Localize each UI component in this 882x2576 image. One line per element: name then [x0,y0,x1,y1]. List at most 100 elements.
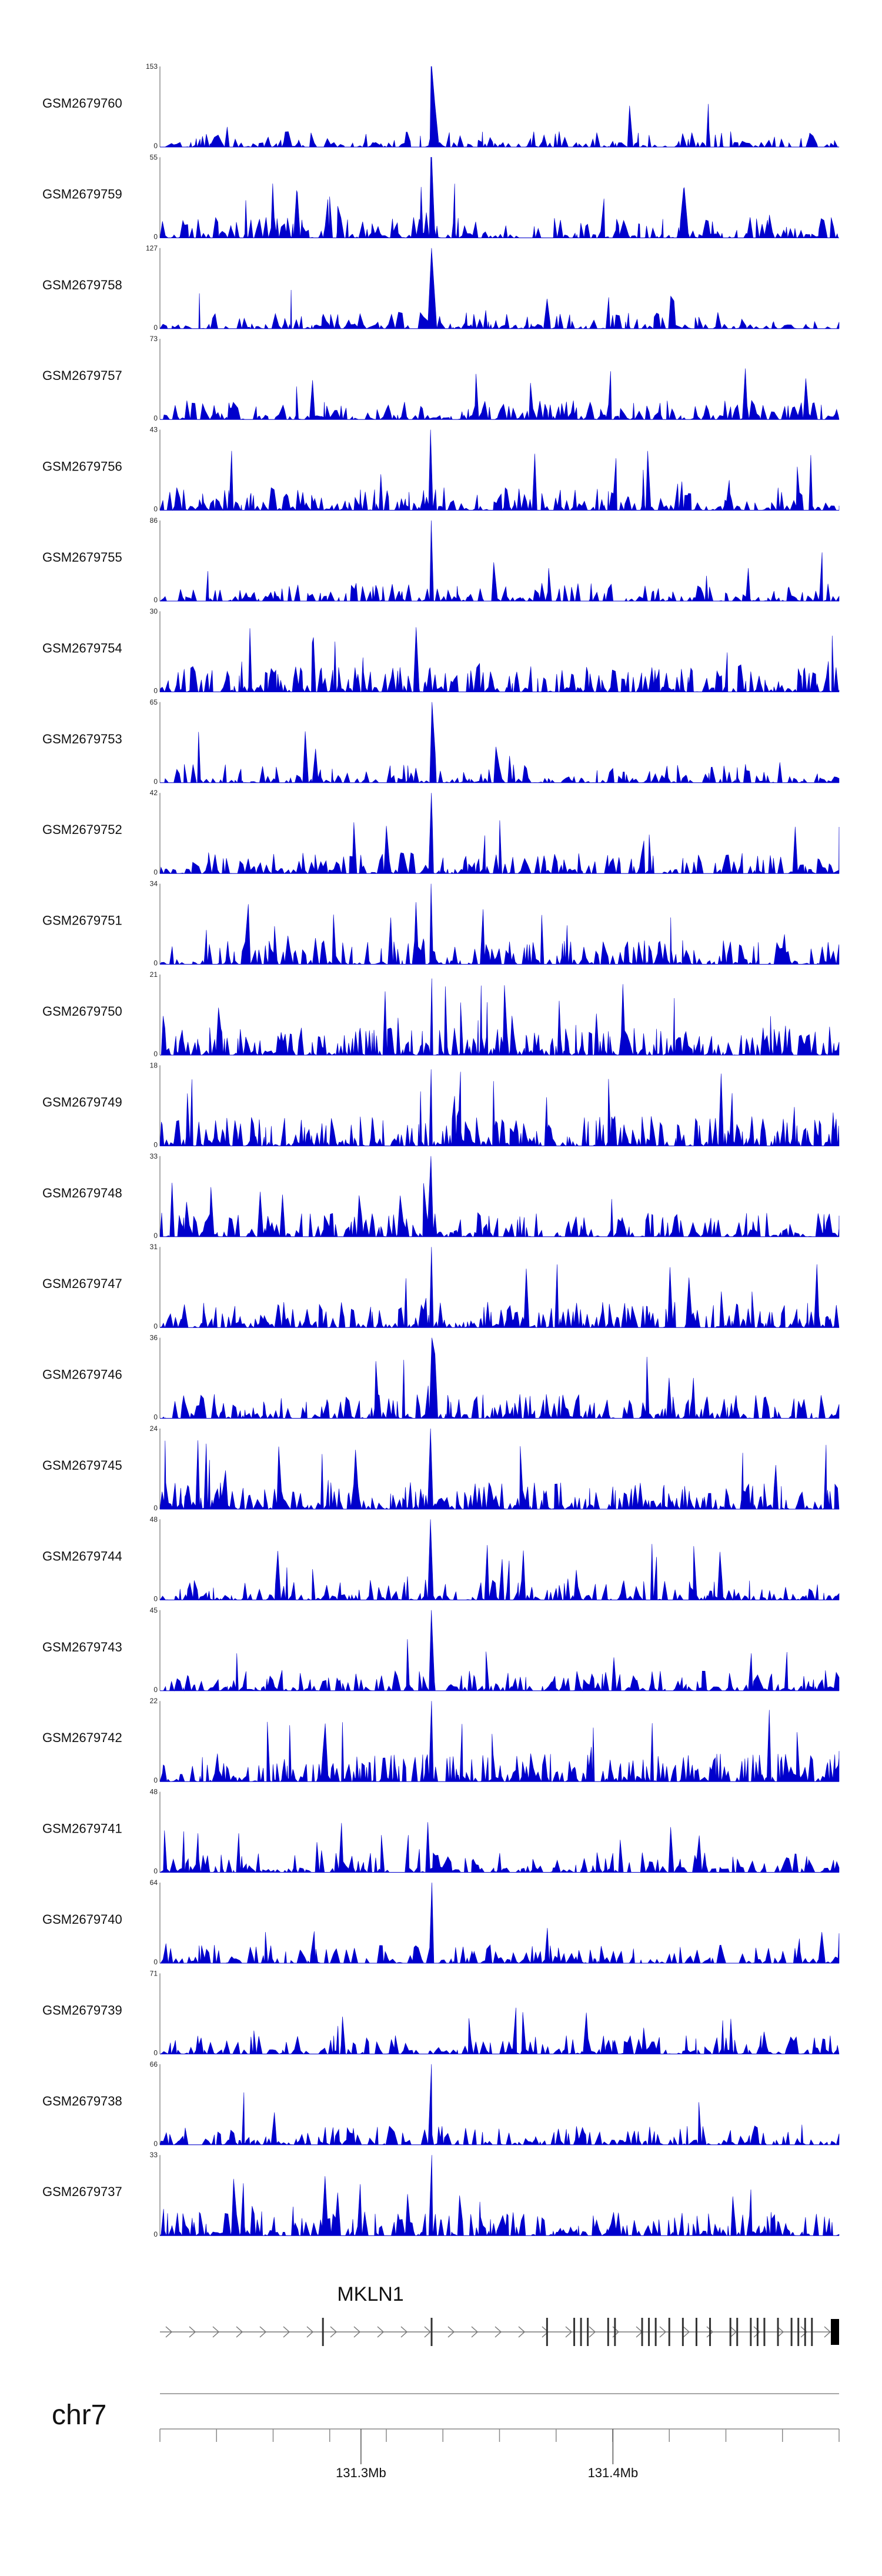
exon-mark [756,2318,759,2346]
exon-mark [736,2318,739,2346]
track-GSM2679747: GSM2679747 31 0 [42,1243,840,1330]
track-GSM2679759: GSM2679759 55 0 [42,153,839,241]
strand-arrow-icon [542,2326,549,2338]
coverage-area [159,1701,840,1783]
track-GSM2679756: GSM2679756 43 0 [42,426,840,513]
gene-name-label: MKLN1 [337,2283,403,2305]
y-max-label: 42 [150,789,158,797]
exon-mark [546,2318,548,2346]
track-label: GSM2679742 [42,1730,122,1745]
coverage-area [159,1822,840,1873]
exon-mark [777,2318,779,2346]
exon-mark [811,2318,813,2346]
y-min-label: 0 [153,1867,158,1876]
y-min-label: 0 [153,778,158,786]
y-min-label: 0 [153,142,158,150]
coverage-tracks: GSM2679760 153 0 GSM2679759 55 0 GSM2679758 127… [42,62,840,2238]
exon-mark [580,2318,582,2346]
exon-mark [573,2318,576,2346]
strand-arrow-icon [306,2326,314,2338]
exon-mark [654,2318,657,2346]
y-min-label: 0 [153,232,158,241]
exon-mark [729,2318,731,2346]
track-GSM2679753: GSM2679753 65 0 [42,698,840,786]
track-label: GSM2679752 [42,822,122,837]
y-min-label: 0 [153,1413,158,1422]
coverage-area [160,978,840,1056]
strand-arrow-icon [447,2326,455,2338]
strand-arrow-icon [212,2326,220,2338]
y-min-label: 0 [153,323,158,332]
y-min-label: 0 [153,1050,158,1058]
y-max-label: 153 [146,62,158,71]
y-min-label: 0 [153,959,158,967]
y-max-label: 48 [150,1515,158,1523]
track-GSM2679737: GSM2679737 33 0 [42,2151,840,2238]
y-max-label: 48 [150,1788,158,1796]
strand-arrow-icon [165,2326,173,2338]
y-max-label: 33 [150,2151,158,2159]
coverage-area [160,66,840,148]
y-max-label: 21 [150,970,158,979]
track-label: GSM2679741 [42,1821,122,1836]
chromosome-label: chr7 [52,2400,106,2431]
track-label: GSM2679738 [42,2094,122,2108]
y-max-label: 64 [150,1878,158,1887]
ruler-tick-label: 131.4Mb [588,2465,639,2480]
track-label: GSM2679753 [42,732,122,746]
track-GSM2679748: GSM2679748 33 0 [42,1152,840,1240]
track-label: GSM2679756 [42,459,122,474]
y-max-label: 18 [150,1061,158,1069]
track-GSM2679752: GSM2679752 42 0 [42,789,840,876]
y-max-label: 55 [150,153,158,161]
y-max-label: 66 [150,2060,158,2068]
y-min-label: 0 [153,2048,158,2057]
track-label: GSM2679737 [42,2184,122,2199]
track-label: GSM2679749 [42,1095,122,1109]
coverage-area [159,793,840,875]
strand-arrow-icon [377,2326,385,2338]
y-max-label: 33 [150,1152,158,1160]
coverage-area [160,1610,840,1691]
exon-mark [709,2318,711,2346]
coverage-area [159,157,839,239]
strand-arrow-icon [659,2326,667,2338]
strand-arrow-icon [400,2326,408,2338]
coverage-area [160,2007,840,2055]
coverage-area [159,1247,840,1329]
track-label: GSM2679744 [42,1549,122,1563]
exon-mark [750,2318,752,2346]
track-GSM2679740: GSM2679740 64 0 [42,1878,840,1966]
strand-arrow-icon [824,2326,831,2338]
track-label: GSM2679747 [42,1276,122,1291]
y-max-label: 73 [150,335,158,343]
track-label: GSM2679746 [42,1367,122,1382]
coverage-area [160,1882,840,1964]
y-min-label: 0 [153,868,158,876]
track-GSM2679741: GSM2679741 48 0 [42,1788,840,1876]
y-min-label: 0 [153,1322,158,1330]
y-min-label: 0 [153,1232,158,1240]
exon-mark [763,2318,766,2346]
exon-mark [797,2318,800,2346]
genome-axis: chr7 131.3Mb 131.4Mb [52,2393,840,2480]
strand-arrow-icon [683,2326,690,2338]
exon-mark [668,2318,670,2346]
strand-arrow-icon [353,2326,361,2338]
coverage-area [159,2064,840,2145]
y-max-label: 65 [150,698,158,706]
y-max-label: 43 [150,426,158,434]
track-label: GSM2679743 [42,1640,122,1654]
exon-mark [695,2318,697,2346]
track-GSM2679744: GSM2679744 48 0 [42,1515,840,1603]
coverage-area [160,702,840,783]
y-min-label: 0 [153,686,158,695]
exon-mark [430,2318,433,2346]
y-min-label: 0 [153,1594,158,1603]
y-min-label: 0 [153,2230,158,2238]
exon-mark [322,2318,324,2346]
y-min-label: 0 [153,1140,158,1149]
y-min-label: 0 [153,596,158,604]
exon-mark [648,2318,650,2346]
track-GSM2679750: GSM2679750 21 0 [42,970,840,1058]
